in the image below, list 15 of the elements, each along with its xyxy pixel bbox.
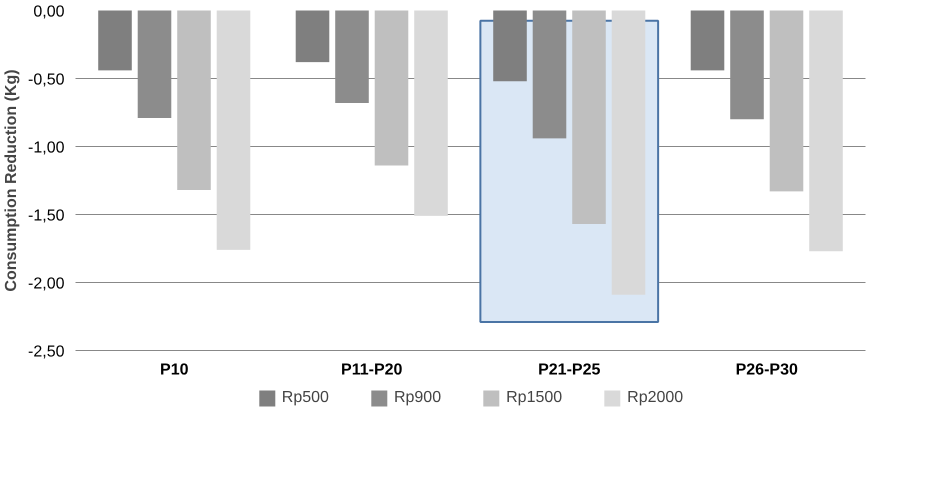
y-tick-label: -2,00 — [28, 276, 65, 292]
x-tick-label: P21-P25 — [538, 362, 600, 378]
y-tick-label: 0,00 — [33, 4, 65, 20]
legend-label: Rp1500 — [506, 389, 562, 407]
y-axis-title: Consumption Reduction (Kg) — [3, 69, 20, 292]
legend-label: Rp2000 — [627, 389, 684, 407]
y-tick-label: -1,00 — [28, 140, 65, 156]
x-tick-label: P10 — [160, 362, 189, 378]
legend-label: Rp900 — [394, 389, 442, 407]
y-tick-label: -1,50 — [28, 208, 65, 224]
x-tick-label: P26-P30 — [736, 362, 798, 378]
x-tick-label: P11-P20 — [341, 362, 403, 378]
y-tick-label: -2,50 — [28, 344, 65, 360]
y-tick-label: -0,50 — [28, 72, 65, 88]
legend-label: Rp500 — [282, 389, 329, 407]
